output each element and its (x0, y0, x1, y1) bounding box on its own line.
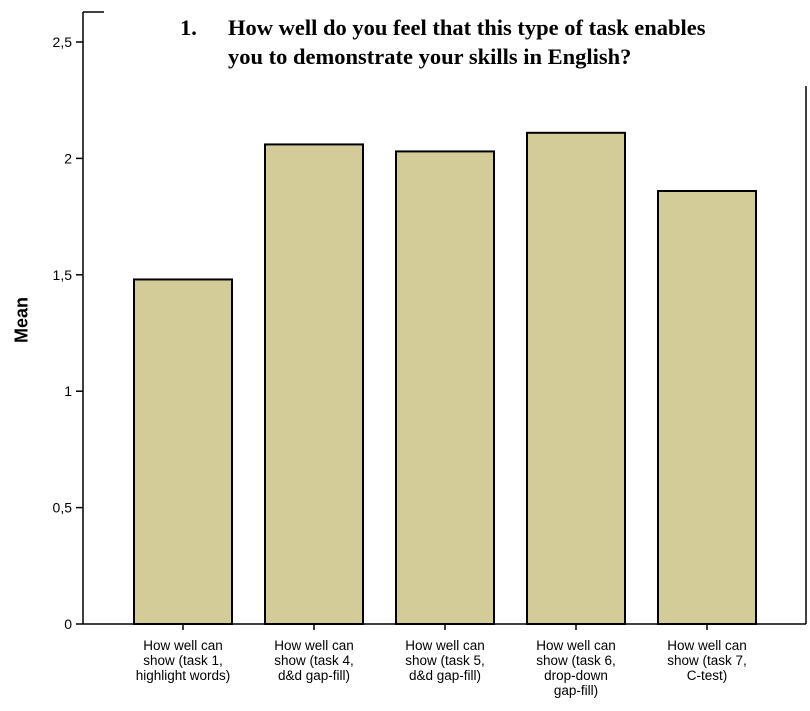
x-category-label: How well can show (task 4, d&d gap-fill) (244, 638, 384, 683)
bar (526, 131, 626, 626)
x-category-label-line: How well can (274, 638, 354, 653)
y-tick-label: 2 (64, 150, 72, 166)
y-tick-label: 1,5 (53, 267, 73, 283)
x-category-label-line: show (task 5, (405, 653, 485, 668)
x-category-label-line: How well can (667, 638, 747, 653)
x-category-label-line: show (task 6, (536, 653, 616, 668)
x-category-label-line: C-test) (686, 668, 728, 683)
x-category-label-line: How well can (405, 638, 485, 653)
x-category-label-line: gap-fill) (553, 683, 599, 698)
x-category-label: How well can show (task 6, drop-down gap-fi… (506, 638, 646, 698)
x-category-label: How well can show (task 7, C-test) (637, 638, 777, 683)
bar (657, 189, 757, 625)
y-tick-label: 0,5 (53, 500, 73, 516)
y-ticks: 0 0,5 1 1,5 2 2,5 (53, 34, 83, 632)
title-line-1: How well do you feel that this type of t… (228, 15, 706, 40)
title-line-2: you to demonstrate your skills in Englis… (228, 44, 632, 69)
x-category-label-line: show (task 4, (274, 653, 354, 668)
bars (133, 131, 757, 630)
bar (395, 150, 495, 626)
y-tick-label: 2,5 (53, 34, 73, 50)
x-category-label-line: How well can (143, 638, 223, 653)
x-category-label-line: d&d gap-fill) (408, 668, 482, 683)
x-category-label-line: highlight words) (135, 668, 231, 683)
y-tick-label: 0 (64, 616, 72, 632)
x-category-label-line: d&d gap-fill) (277, 668, 351, 683)
x-category-label-line: How well can (536, 638, 616, 653)
y-tick-label: 1 (64, 383, 72, 399)
x-category-label: How well can show (task 1, highlight words… (113, 638, 253, 683)
x-category-label-line: show (task 1, (143, 653, 223, 668)
title-number: 1. (180, 15, 197, 40)
bar (133, 278, 233, 625)
x-category-label: How well can show (task 5, d&d gap-fill) (375, 638, 515, 683)
y-axis-label: Mean (11, 297, 32, 344)
x-category-label-line: show (task 7, (667, 653, 747, 668)
x-category-label-line: drop-down (544, 668, 608, 683)
bar (264, 143, 364, 625)
